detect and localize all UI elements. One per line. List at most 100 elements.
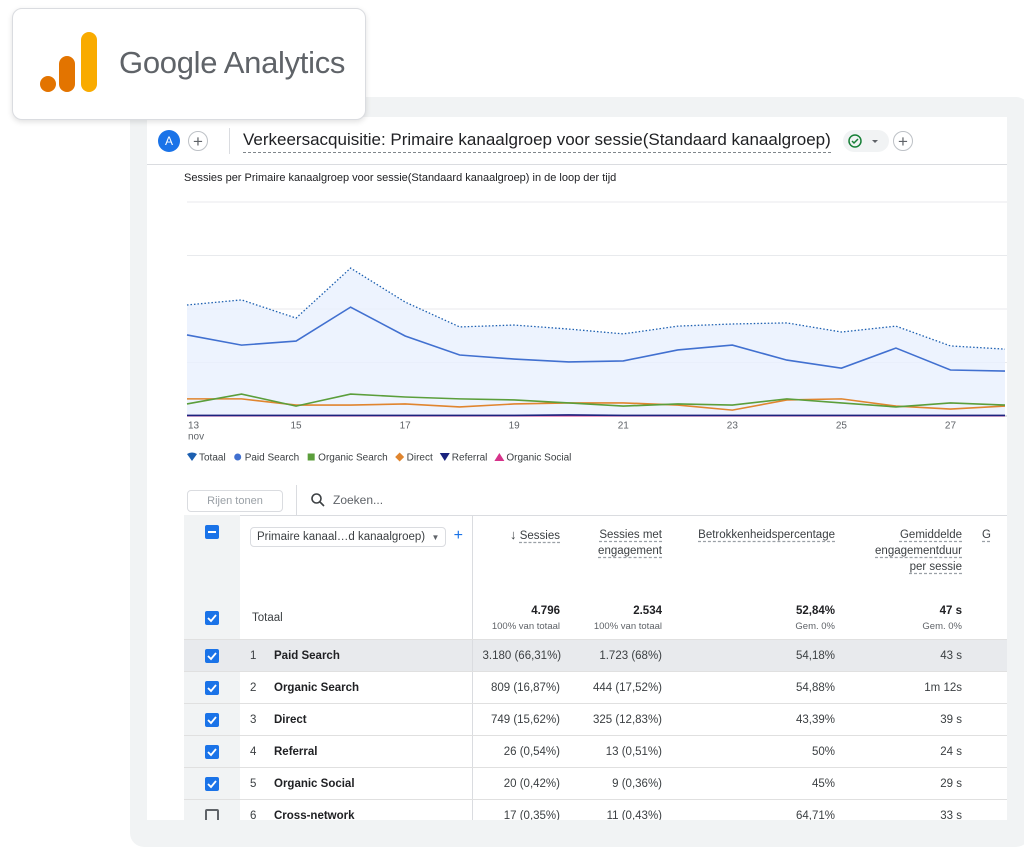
checkbox[interactable]	[205, 712, 219, 727]
legend-icon	[187, 452, 197, 461]
select-all[interactable]	[184, 515, 240, 597]
dimension-select[interactable]: Primaire kanaal…d kanaalgroep) ▼	[250, 527, 447, 547]
x-tick-label: 21	[618, 421, 630, 432]
checkbox[interactable]	[205, 808, 219, 820]
clipped-cell	[972, 639, 1007, 672]
total-cell: 52,84% Gem. 0%	[672, 597, 845, 640]
table-row[interactable]: 4 Referral 26 (0,54%) 13 (0,51%) 50% 24 s	[184, 735, 1007, 768]
total-row: Totaal 4.796 100% van totaal 2.534 100% van …	[184, 597, 1007, 640]
checkbox-cell	[184, 639, 240, 672]
add-comparison[interactable]: +	[893, 131, 913, 151]
row-cell: 1m 12s	[845, 671, 972, 704]
row-cell: 29 s	[845, 767, 972, 800]
logo-icon	[40, 32, 97, 92]
total-value: 2.534	[633, 604, 662, 617]
checkbox-cell	[184, 735, 240, 768]
clipped-cell	[972, 671, 1007, 704]
legend-icon	[234, 453, 242, 461]
check-mark	[207, 614, 217, 623]
row-cell: 43 s	[845, 639, 972, 672]
row-name: Referral	[274, 745, 318, 758]
column-header[interactable]: Betrokkenheidspercentage	[672, 515, 845, 597]
series-line	[186, 267, 1006, 350]
add-dimension[interactable]: +	[453, 527, 463, 544]
row-cell: 749 (15,62%)	[472, 703, 570, 736]
total-value: 52,84%	[795, 604, 835, 617]
total-cell: 4.796 100% van totaal	[472, 597, 570, 640]
clipped-cell	[972, 799, 1007, 820]
table-row[interactable]: 6 Cross-network 17 (0,35%) 11 (0,43%) 64,71%…	[184, 799, 1007, 821]
total-value: 47 s	[939, 604, 962, 617]
column-header[interactable]: Sessies met engagement	[570, 515, 672, 597]
legend-label: Organic Search	[318, 453, 387, 464]
search-input[interactable]: Zoeken...	[333, 493, 384, 507]
data-table: Primaire kanaal…d kanaalgroep) ▼ + ↓ Ses…	[184, 515, 1007, 820]
table-row[interactable]: 5 Organic Social 20 (0,42%) 9 (0,36%) 45% 29 …	[184, 767, 1007, 800]
row-name: Organic Search	[274, 681, 360, 694]
area-fill	[187, 268, 1005, 416]
report-title[interactable]: Verkeersacquisitie: Primaire kanaalgroep…	[243, 130, 831, 153]
table-wrap: Primaire kanaal…d kanaalgroep) ▼ + ↓ Ses…	[184, 515, 1007, 820]
legend-label: Direct	[407, 453, 433, 464]
x-tick-label: 27	[945, 421, 957, 432]
table-row[interactable]: 3 Direct 749 (15,62%) 325 (12,83%) 43,39% 39 …	[184, 703, 1007, 736]
row-name: Paid Search	[274, 649, 340, 662]
x-tick-month: nov	[188, 432, 204, 443]
logo-text: Google Analytics	[119, 45, 346, 80]
status-menu[interactable]	[843, 130, 889, 152]
legend-label: Organic Social	[506, 453, 571, 464]
legend-label: Referral	[452, 453, 488, 464]
add-button[interactable]: +	[188, 131, 208, 151]
header-row: Primaire kanaal…d kanaalgroep) ▼ + ↓ Ses…	[184, 515, 1007, 597]
checkbox[interactable]	[205, 680, 219, 695]
column-header[interactable]: ↓ Sessies	[510, 527, 560, 542]
checkbox[interactable]	[205, 648, 219, 663]
dimension-cell: 4 Referral	[240, 735, 473, 768]
row-cell: 1.723 (68%)	[570, 639, 672, 672]
legend-icon	[307, 453, 315, 461]
row-name: Organic Social	[274, 777, 355, 790]
divider	[296, 485, 297, 515]
row-cell: 64,71%	[672, 799, 845, 820]
divider	[229, 128, 230, 154]
column-header[interactable]: G	[972, 515, 1007, 597]
table-row[interactable]: 2 Organic Search 809 (16,87%) 444 (17,52%) 5…	[184, 671, 1007, 704]
rows-button[interactable]: Rijen tonen	[187, 490, 283, 512]
column-header[interactable]: Gemiddelde engagementduur per sessie	[845, 515, 972, 597]
status-icons	[848, 134, 878, 148]
total-value: 4.796	[531, 604, 560, 617]
row-cell: 26 (0,54%)	[472, 735, 570, 768]
row-cell: 3.180 (66,31%)	[472, 639, 570, 672]
row-name: Cross-network	[274, 809, 355, 821]
total-share: Gem. 0%	[922, 620, 962, 632]
row-cell: 325 (12,83%)	[570, 703, 672, 736]
row-cell: 11 (0,43%)	[570, 799, 672, 820]
logo-bar	[59, 56, 75, 92]
column-label: Betrokkenheidspercentage	[698, 529, 835, 541]
row-name: Direct	[274, 713, 307, 726]
table-controls	[184, 485, 1007, 516]
avatar[interactable]: A	[158, 130, 180, 152]
column-label: Gemiddelde engagementduur per sessie	[875, 529, 962, 573]
check-mark	[207, 779, 217, 788]
row-cell: 54,18%	[672, 639, 845, 672]
dimension-cell: 1 Paid Search	[240, 639, 473, 672]
legend-label: Totaal	[199, 453, 226, 464]
logo-bar	[81, 32, 97, 92]
row-cell: 13 (0,51%)	[570, 735, 672, 768]
dimension-cell: 5 Organic Social	[240, 767, 473, 800]
check-mark	[207, 683, 217, 692]
checkbox[interactable]	[205, 744, 219, 759]
checkbox-cell	[184, 799, 240, 820]
checkbox[interactable]	[205, 611, 219, 625]
x-tick-label: 25	[836, 421, 848, 432]
legend-label: Paid Search	[245, 453, 299, 464]
table-row[interactable]: 1 Paid Search 3.180 (66,31%) 1.723 (68%) 54,…	[184, 639, 1007, 672]
row-cell: 444 (17,52%)	[570, 671, 672, 704]
total-cell: 47 s Gem. 0%	[845, 597, 972, 640]
series-line	[187, 414, 1005, 417]
checkbox[interactable]	[205, 776, 219, 791]
clipped-cell	[972, 597, 1007, 640]
row-cell: 17 (0,35%)	[472, 799, 570, 820]
row-cell: 9 (0,36%)	[570, 767, 672, 800]
